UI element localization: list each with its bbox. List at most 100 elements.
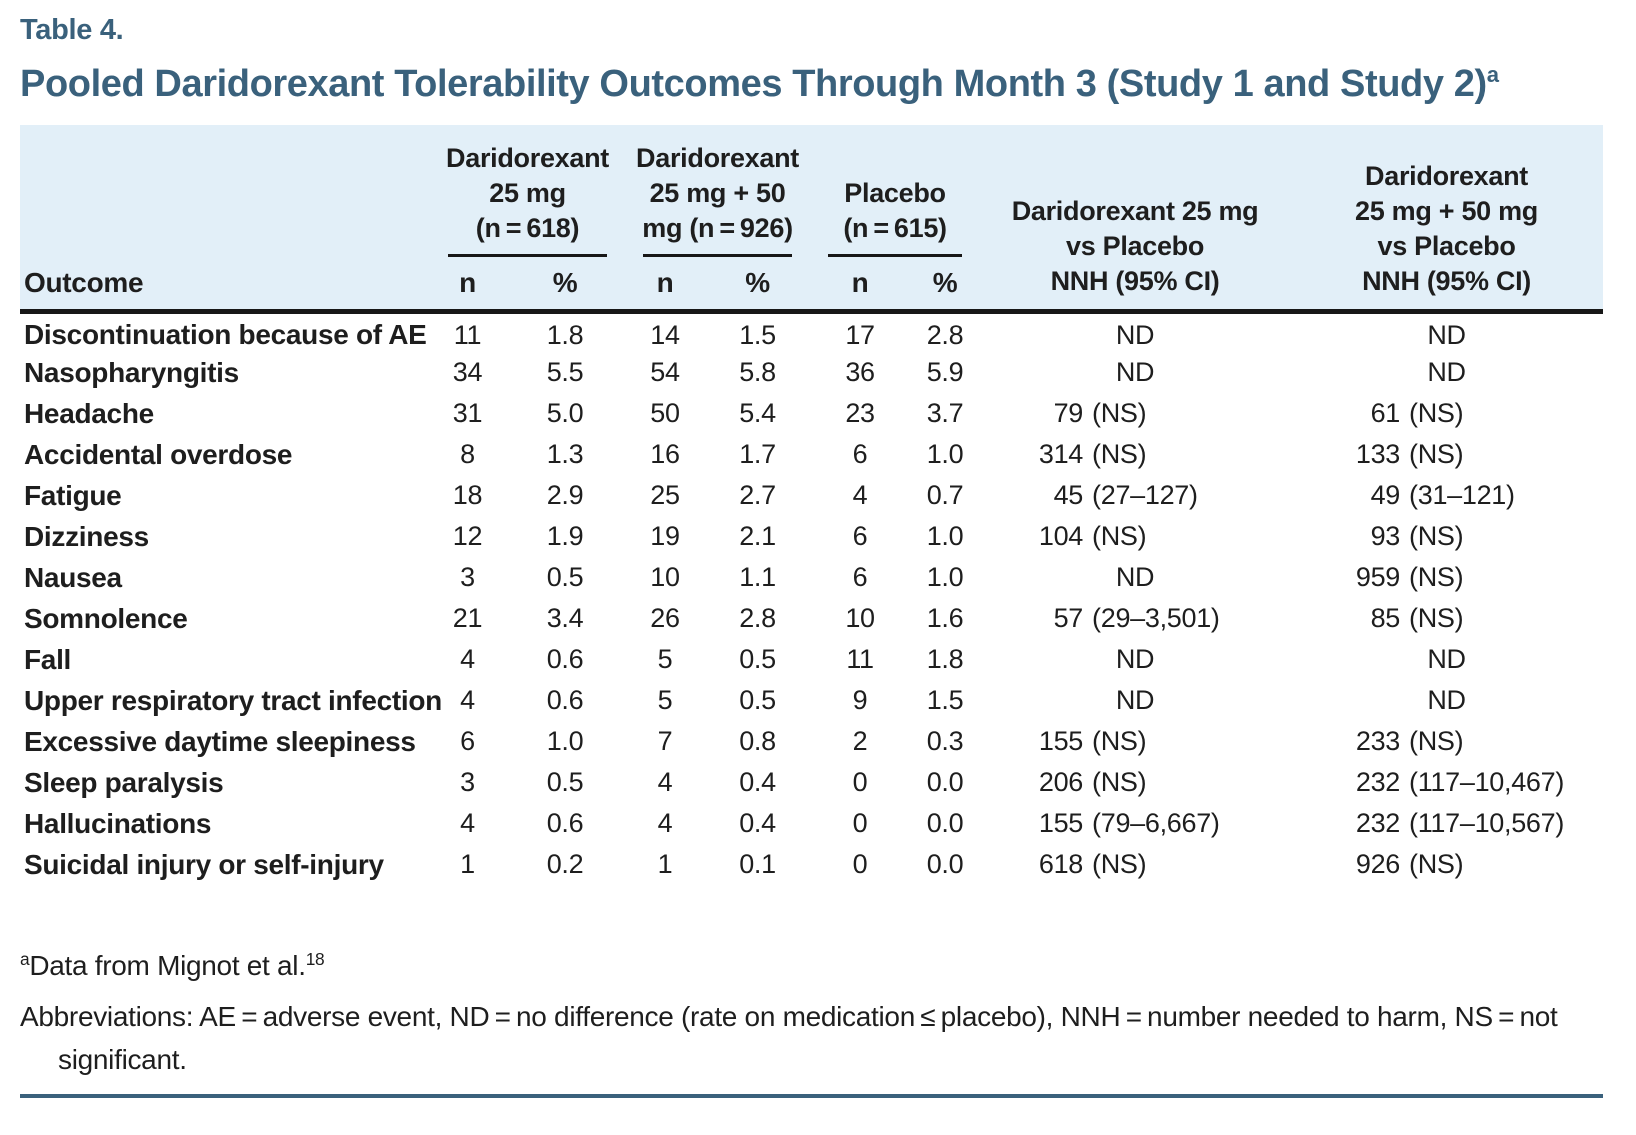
outcome-cell: Somnolence [24,602,188,634]
nnh-confidence-interval: (NS) [1409,849,1464,879]
column-header-outcome: Outcome [20,124,430,311]
value-cell: 0.0 [926,849,964,879]
value-cell: 14 [650,319,680,350]
page-title-text: Pooled Daridorexant Tolerability Outcome… [20,63,1487,105]
subheader-pct: % [705,256,811,311]
subheader-pct: % [505,256,626,311]
nnh-value: 93 [1370,521,1401,551]
value-cell: 2.7 [739,480,776,510]
outcome-cell: Accidental overdose [24,438,293,470]
nnh-cell: 45 (27–127) [980,475,1290,516]
nnh-cell: ND [1427,319,1466,350]
nnh-confidence-interval: (NS) [1409,521,1464,551]
nnh-cell: 959 (NS) [1290,557,1603,598]
nnh-header-label: Daridorexant 25 mg + 50 mg vs Placebo NN… [1355,160,1538,296]
nnh-value: 49 [1370,480,1401,510]
outcome-cell: Fatigue [24,479,122,511]
nnh-value: 104 [1038,521,1084,551]
group-label: Daridorexant 25 mg + 50 mg (n = 926) [636,142,799,243]
nnh-cell: 155 (NS) [980,721,1290,762]
nnh-value: 85 [1370,603,1401,633]
nnh-confidence-interval: (NS) [1092,398,1147,428]
value-cell: 6 [460,726,475,756]
value-cell: 1.8 [926,644,964,674]
nnh-value: 959 [1355,562,1401,592]
subheader-n: n [810,256,911,311]
outcome-cell: Discontinuation because of AE [24,319,427,351]
outcome-cell: Sleep paralysis [24,766,224,798]
value-cell: 0.6 [546,685,584,715]
value-cell: 23 [845,398,875,428]
value-cell: 1.5 [926,685,964,715]
nnh-value: 232 [1355,767,1401,797]
value-cell: 1.9 [546,521,584,551]
value-cell: 5.5 [546,357,584,387]
value-cell: 31 [452,398,483,428]
nnh-confidence-interval: (27–127) [1092,480,1198,510]
table-row: Headache 31 5.0 50 5.4 23 3.7 79 (NS) 61 (NS) [20,393,1603,434]
nnh-confidence-interval: (29–3,501) [1092,603,1220,633]
nnh-confidence-interval: (79–6,667) [1092,808,1220,838]
nnh-cell: ND [1115,357,1155,387]
value-cell: 17 [845,319,875,350]
value-cell: 6 [852,439,868,469]
nnh-confidence-interval: (117–10,567) [1409,808,1565,838]
value-cell: 36 [845,357,875,387]
value-cell: 12 [452,521,483,551]
nnh-confidence-interval: (NS) [1409,562,1464,592]
value-cell: 6 [852,562,868,592]
value-cell: 5.4 [739,398,776,428]
nnh-value: 133 [1355,439,1401,469]
group-label: Daridorexant 25 mg (n = 618) [446,142,609,243]
value-cell: 34 [452,357,483,387]
nnh-cell: ND [1115,562,1155,592]
nnh-value: 79 [1053,398,1084,428]
value-cell: 0 [852,808,868,838]
table-row: Hallucinations 4 0.6 4 0.4 0 0.0 155 (79–6,667) 2… [20,803,1603,844]
outcome-cell: Excessive daytime sleepiness [24,725,416,757]
value-cell: 3 [460,767,475,797]
nnh-cell: 79 (NS) [980,393,1290,434]
table-row: Suicidal injury or self-injury 1 0.2 1 0.1 0 0… [20,844,1603,885]
subheader-pct: % [910,256,981,311]
nnh-value: 233 [1355,726,1401,756]
value-cell: 5 [657,685,673,715]
value-cell: 2.9 [546,480,584,510]
table-row: Fall 4 0.6 5 0.5 11 1.8 ND ND [20,639,1603,680]
nnh-cell: 61 (NS) [1290,393,1603,434]
value-cell: 0.2 [546,849,584,879]
nnh-cell: ND [1427,357,1466,387]
table-body: Discontinuation because of AE 11 1.8 14 1.5 1… [20,311,1603,885]
value-cell: 0.5 [546,562,584,592]
nnh-confidence-interval: (NS) [1092,767,1147,797]
value-cell: 4 [852,480,868,510]
nnh-cell: 232 (117–10,567) [1290,803,1603,844]
value-cell: 5.8 [739,357,776,387]
footnote-abbreviations: Abbreviations: AE = adverse event, ND = … [20,1001,1558,1076]
outcome-cell: Nausea [24,561,122,593]
value-cell: 1.0 [926,521,964,551]
value-cell: 1 [460,849,475,879]
bottom-divider [20,1093,1603,1098]
value-cell: 0.3 [926,726,964,756]
table-row: Somnolence 21 3.4 26 2.8 10 1.6 57 (29–3,501) 85 (… [20,598,1603,639]
footnote-source: aData from Mignot et al.18 [20,945,1603,987]
value-cell: 4 [460,644,475,674]
footnote-source-ref: 18 [305,949,325,969]
table-row: Nasopharyngitis 34 5.5 54 5.8 36 5.9 ND ND [20,352,1603,393]
value-cell: 0.8 [739,726,776,756]
value-cell: 0.1 [739,849,776,879]
value-cell: 5 [657,644,673,674]
outcome-cell: Headache [24,397,154,429]
value-cell: 3.4 [546,603,584,633]
nnh-header-label: Daridorexant 25 mg vs Placebo NNH (95% C… [1011,195,1259,296]
nnh-cell: 314 (NS) [980,434,1290,475]
subheader-n: n [430,256,505,311]
table-row: Sleep paralysis 3 0.5 4 0.4 0 0.0 206 (NS) 232 (11… [20,762,1603,803]
nnh-cell: ND [1115,644,1155,674]
nnh-confidence-interval: (NS) [1092,521,1147,551]
nnh-cell: ND [1427,644,1466,674]
value-cell: 0.7 [926,480,964,510]
value-cell: 2.8 [926,319,964,350]
